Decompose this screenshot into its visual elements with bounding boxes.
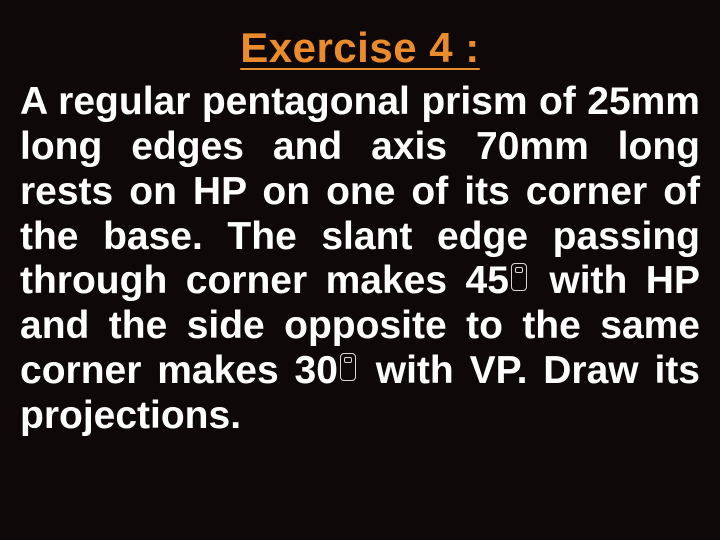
slide-container: Exercise 4 : A regular pentagonal prism … bbox=[0, 0, 720, 540]
slide-body: A regular pentagonal prism of 25mm long … bbox=[18, 80, 702, 439]
degree-glyph-icon bbox=[340, 353, 356, 381]
slide-title: Exercise 4 : bbox=[18, 24, 702, 72]
degree-glyph-icon bbox=[511, 263, 527, 291]
